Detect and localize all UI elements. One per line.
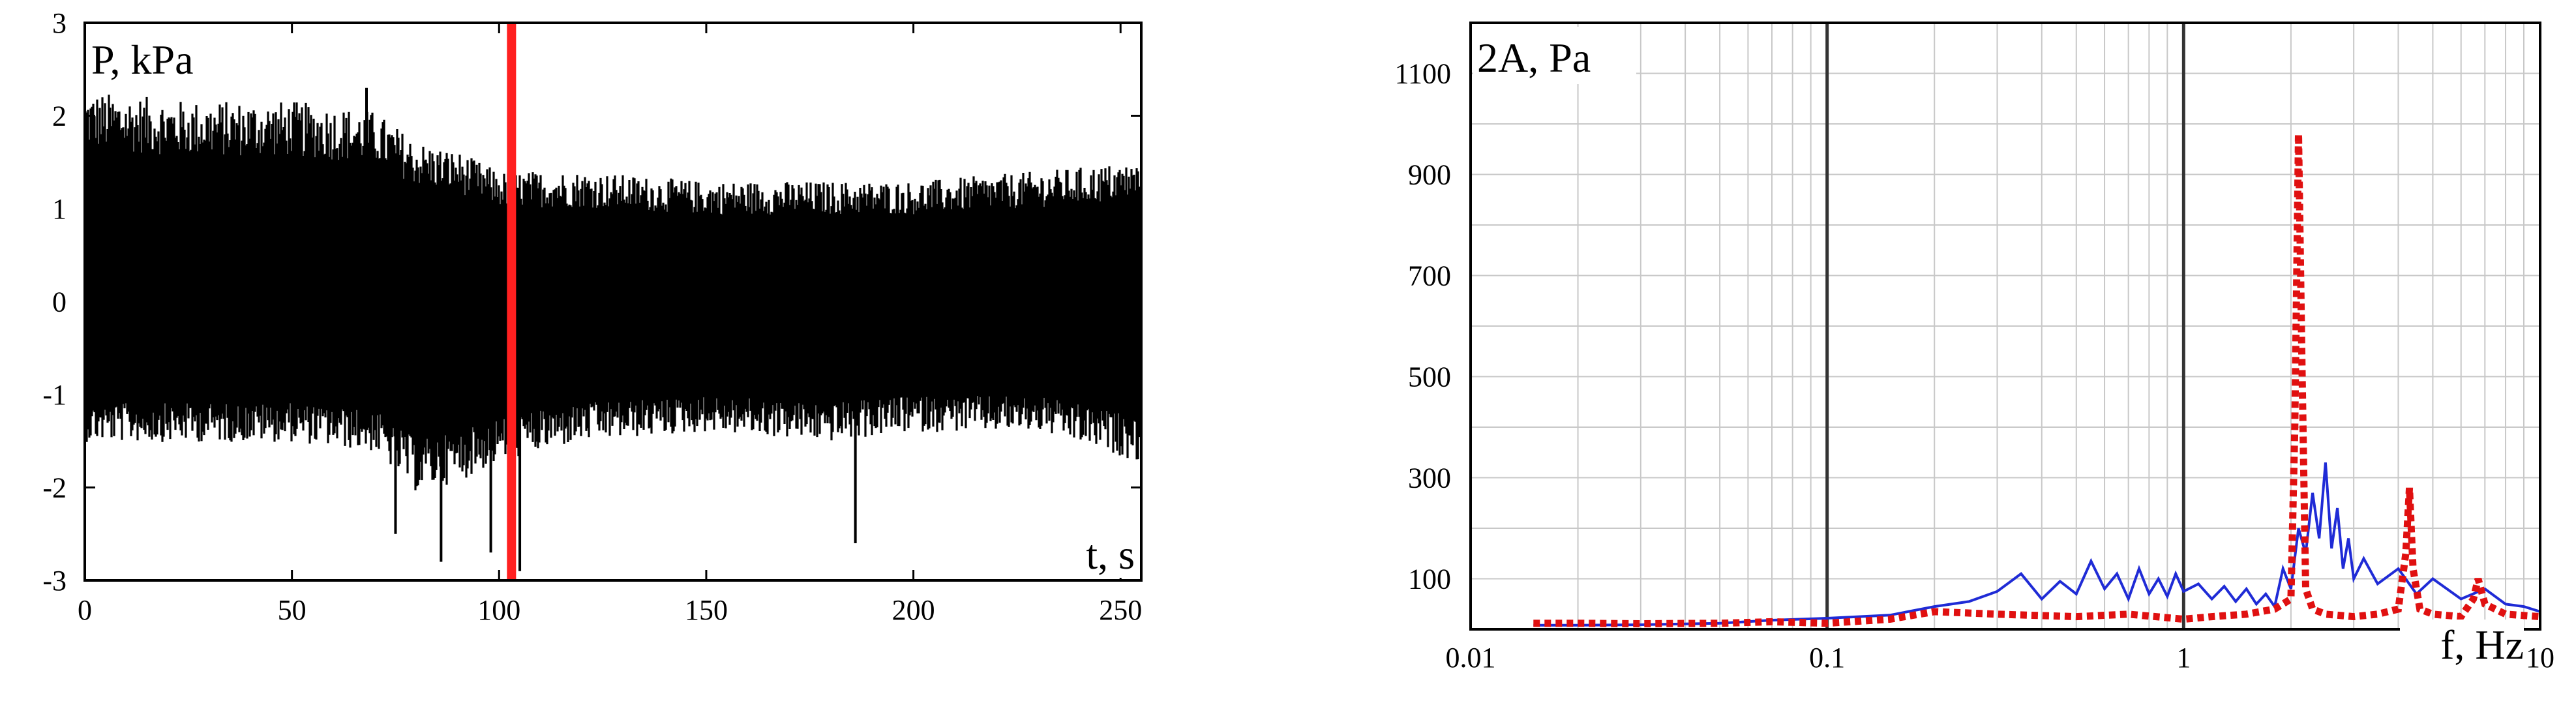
y-tick-label: 2 — [52, 100, 67, 132]
pressure-spikes — [365, 87, 857, 571]
y-axis-label-background — [1473, 27, 1636, 84]
x-tick-labels: 0 50 100 150 200 250 — [78, 594, 1142, 626]
y-axis-label: 2A, Pa — [1477, 35, 1591, 81]
tick-marks — [83, 22, 1141, 582]
pressure-time-series-chart: 0 50 100 150 200 250 3 2 1 0 -1 -2 -3 P, kPa t, s — [42, 7, 1143, 626]
y-tick-label: 700 — [1408, 260, 1451, 292]
x-axis-label: f, Hz — [2440, 621, 2524, 668]
y-tick-label: 500 — [1408, 361, 1451, 393]
decade-lines — [1825, 23, 2185, 629]
x-axis-label: t, s — [1086, 531, 1135, 578]
y-tick-label: 900 — [1408, 159, 1451, 191]
y-tick-label: -2 — [42, 472, 67, 504]
y-tick-label: 100 — [1408, 563, 1451, 595]
x-axis-label-background — [1027, 522, 1138, 578]
series-solid-blue — [1533, 462, 2541, 627]
x-tick-label: 0.1 — [1809, 642, 1845, 674]
x-axis-label-background — [2400, 620, 2524, 668]
y-tick-label: -1 — [42, 379, 67, 411]
y-tick-label: -3 — [42, 565, 67, 597]
pressure-signal — [84, 95, 1141, 490]
y-tick-label: 1 — [52, 193, 67, 225]
signal-trace — [84, 95, 1141, 490]
y-tick-label: 3 — [52, 7, 67, 39]
y-tick-label: 0 — [52, 286, 67, 318]
series-dotted-red — [1533, 134, 2541, 628]
x-tick-label: 0.01 — [1446, 642, 1496, 674]
x-tick-label: 50 — [278, 594, 307, 626]
y-tick-label: 300 — [1408, 462, 1451, 494]
x-tick-label: 10 — [2526, 642, 2554, 674]
plot-frame — [1469, 22, 2541, 631]
amplitude-spectrum-chart: 0.01 0.1 1 10 100 300 500 700 900 1100 2A, Pa f,… — [1395, 22, 2555, 674]
x-tick-labels: 0.01 0.1 1 10 — [1446, 642, 2555, 674]
x-tick-label: 1 — [2176, 642, 2191, 674]
y-tick-label: 1100 — [1395, 58, 1451, 90]
x-tick-label: 250 — [1099, 594, 1142, 626]
y-axis-label: P, kPa — [91, 37, 194, 83]
y-tick-labels: 3 2 1 0 -1 -2 -3 — [42, 7, 67, 597]
x-tick-label: 100 — [477, 594, 520, 626]
y-axis-label-background — [87, 28, 260, 85]
x-tick-label: 0 — [78, 594, 92, 626]
log-grid — [1471, 23, 2540, 629]
x-tick-label: 200 — [892, 594, 935, 626]
x-tick-label: 150 — [685, 594, 728, 626]
y-tick-labels: 100 300 500 700 900 1100 — [1395, 58, 1451, 595]
